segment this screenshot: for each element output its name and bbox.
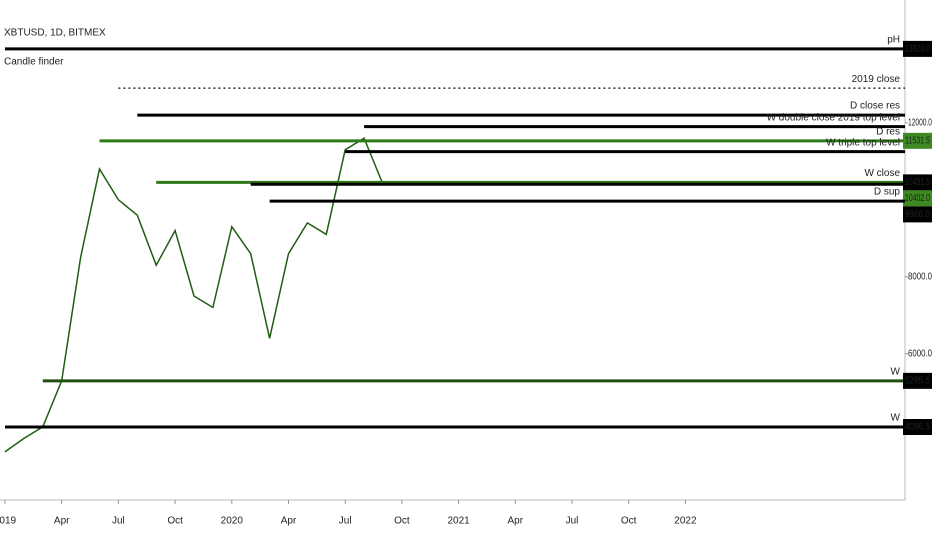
x-tick-label: Jul [112,516,125,527]
x-tick-label: 2022 [674,516,697,527]
level-label: D res [876,126,900,137]
x-tick-label: Oct [621,516,637,527]
price-badge-label: 10402.0 [905,193,930,204]
level-label: D sup [874,187,901,198]
x-tick-label: Jul [339,516,352,527]
price-badge [903,190,932,207]
x-tick-label: Apr [281,516,297,527]
x-tick-label: 2019 [0,516,17,527]
level-label: D close res [850,101,900,112]
price-badge-label: 10451.5 [905,177,930,188]
price-line [4,137,384,453]
level-label: W [891,413,901,424]
price-badge [903,419,932,436]
level-label: pH [887,35,900,46]
y-tick-label: 8000.0 [908,271,932,282]
price-badge-label: 4096.5 [905,422,930,433]
x-tick-label: 2021 [447,516,470,527]
price-badge-label: 9966.0 [905,209,930,220]
x-tick-label: Apr [508,516,524,527]
price-badge [903,40,932,57]
y-tick-label: 12000.0 [908,117,932,128]
level-label: W [891,366,901,377]
price-badge [903,206,932,223]
price-badge-label: 13920.0 [905,44,930,55]
x-tick-label: Jul [566,516,579,527]
price-badge [903,174,932,191]
level-label: W double close 2019 top level [767,112,900,123]
indicator-name: Candle finder [4,57,64,68]
level-label: W close [864,168,900,179]
price-badge [903,372,932,389]
x-tick-label: Apr [54,516,70,527]
level-label: 2019 close [852,74,901,85]
x-tick-label: Oct [394,516,410,527]
level-label: W triple top level [826,137,900,148]
x-tick-label: Oct [167,516,183,527]
chart-title: XBTUSD, 1D, BITMEX [4,28,106,39]
price-badge-label: 5295.5 [905,375,930,386]
x-tick-label: 2020 [221,516,244,527]
price-badge [903,132,932,149]
price-badge-label: 11531.5 [905,135,930,146]
y-tick-label: 6000.0 [908,348,932,359]
